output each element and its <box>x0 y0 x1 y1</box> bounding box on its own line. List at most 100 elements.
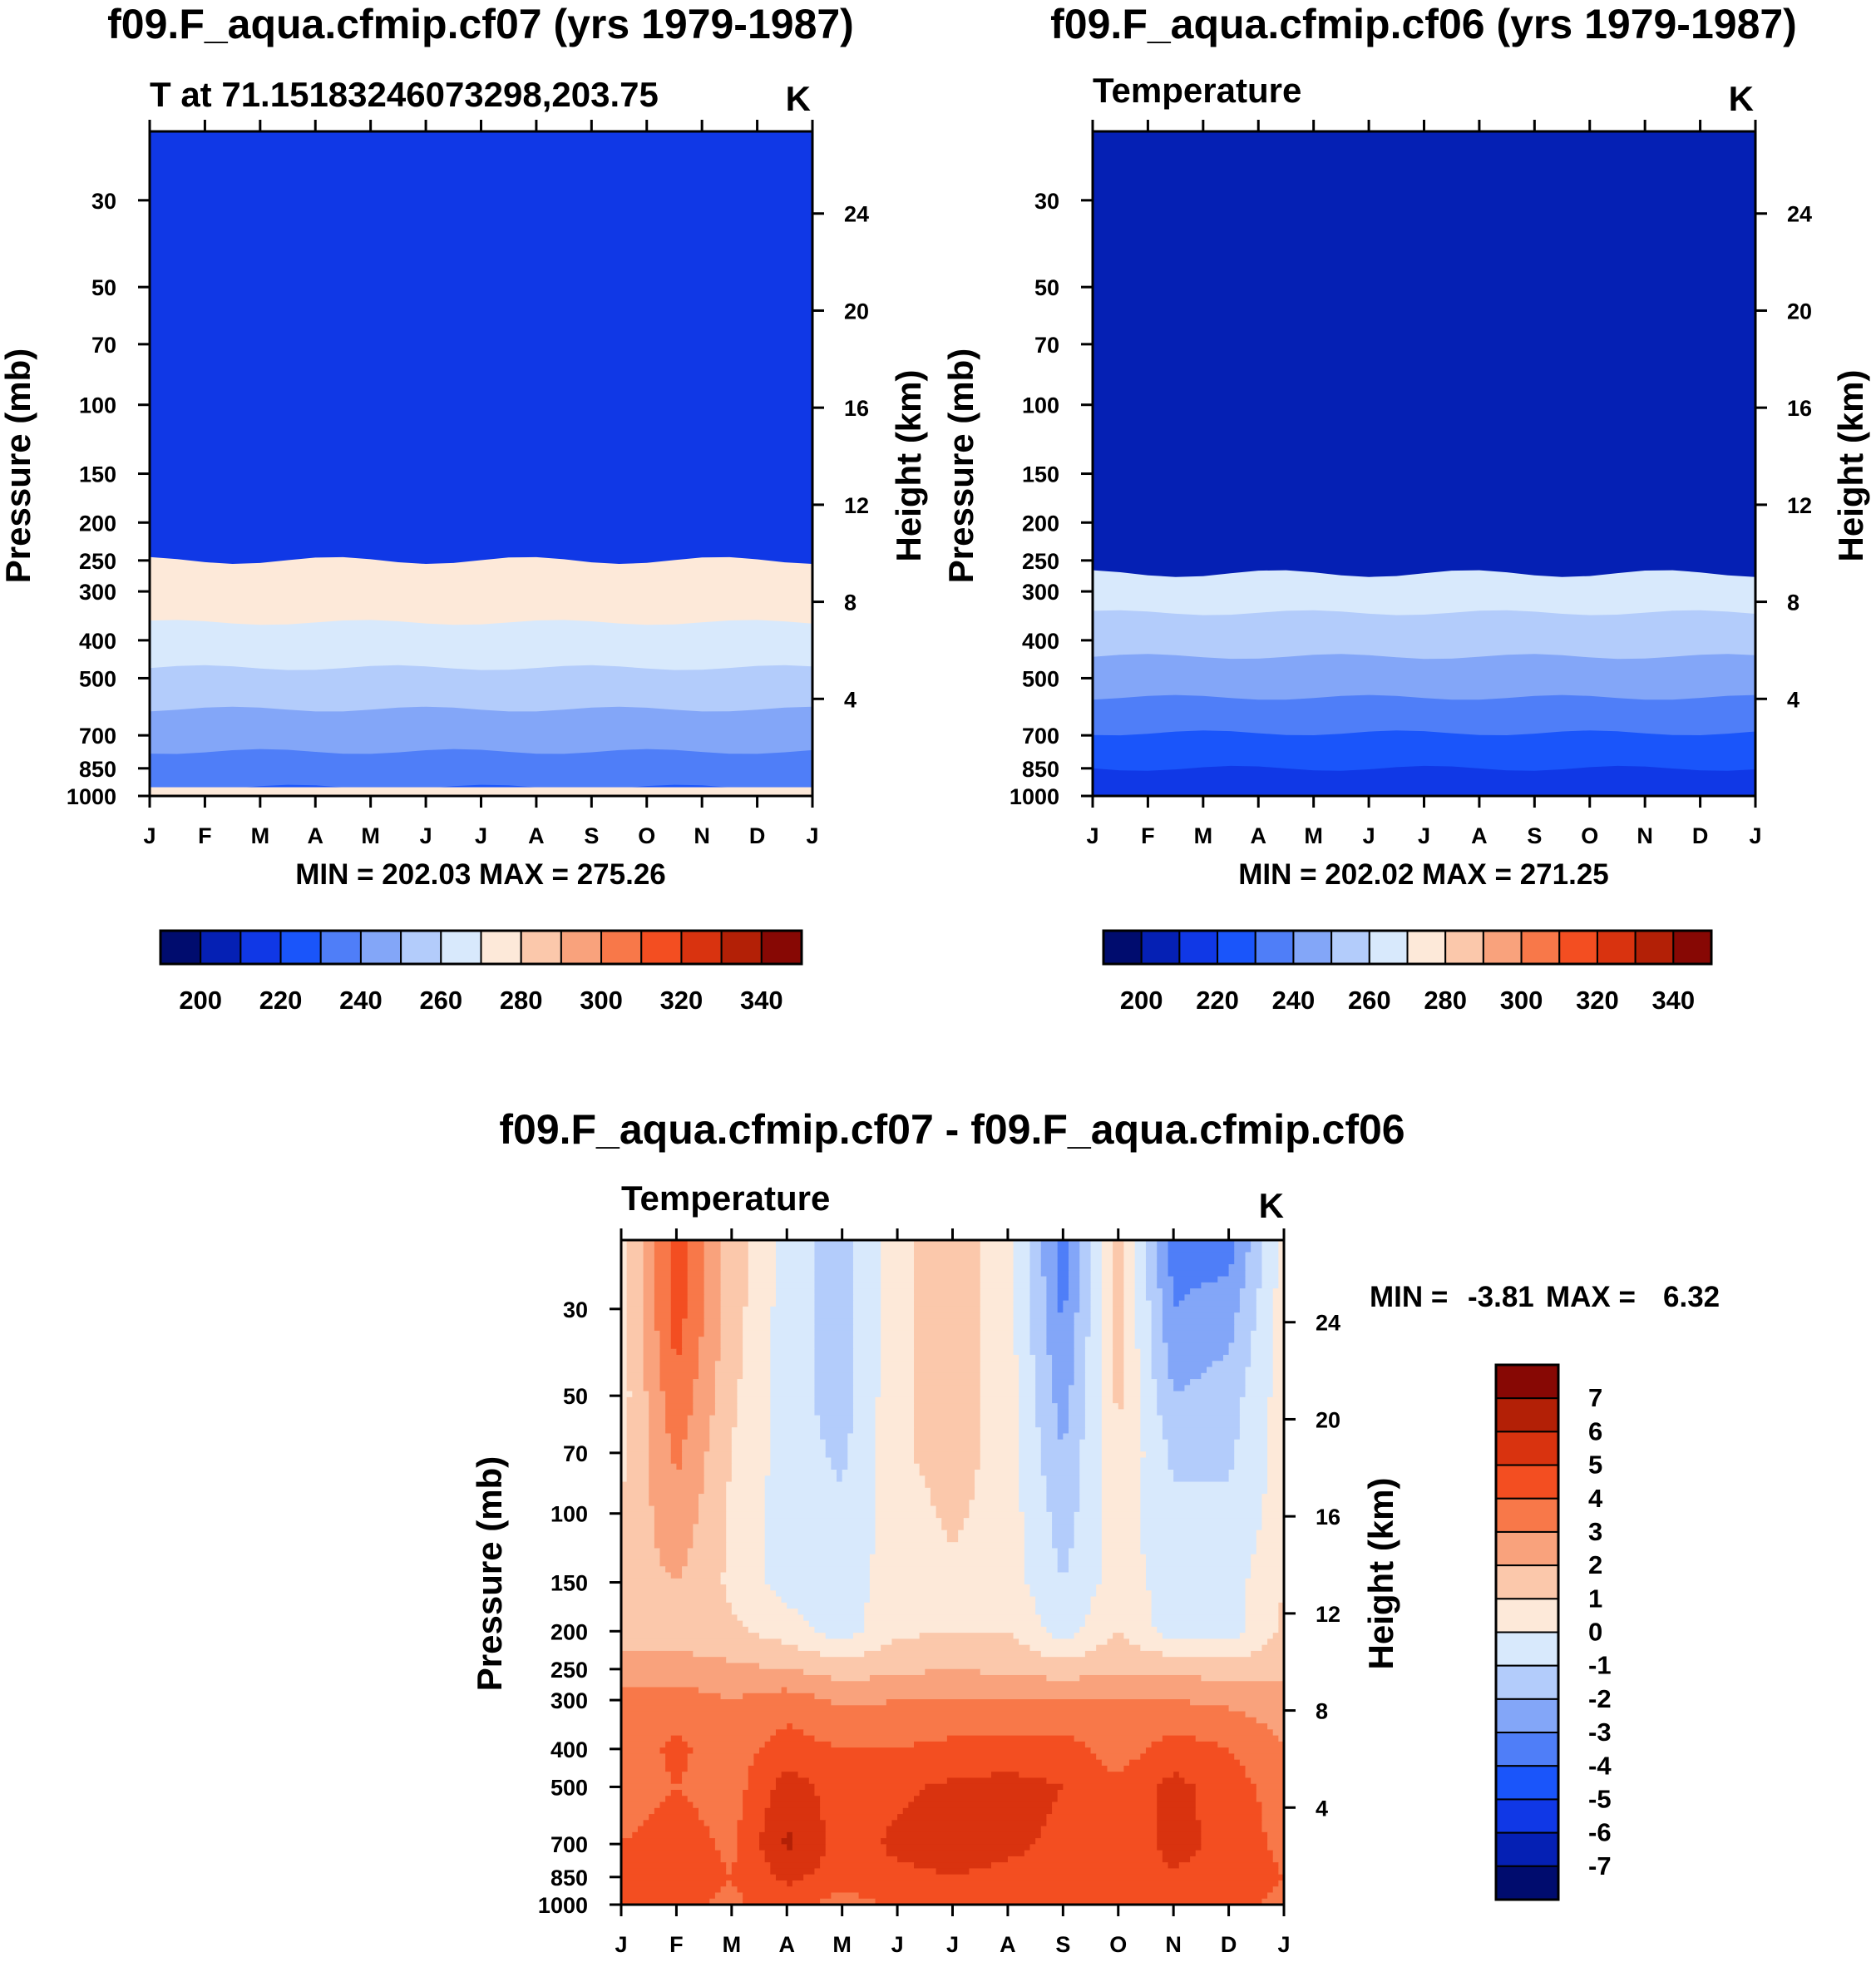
contour-cell <box>1046 1348 1075 1356</box>
contour-cell <box>1101 1258 1113 1265</box>
contour-cell <box>1145 1578 1247 1585</box>
contour-cell <box>825 1451 848 1459</box>
y-tick-label: 100 <box>550 1502 588 1527</box>
contour-cell <box>1123 1240 1136 1247</box>
contour-cell <box>1278 1735 1285 1742</box>
contour-cell <box>737 1409 771 1416</box>
contour-cell <box>726 1487 766 1495</box>
colorbar-label: 200 <box>1120 986 1163 1015</box>
contour-cell <box>936 1868 970 1876</box>
colorbar-box <box>1178 930 1219 965</box>
contour-cell <box>1068 1294 1080 1302</box>
contour-cell <box>626 1282 644 1289</box>
contour-cell <box>1278 1609 1285 1615</box>
colorbar-label: 220 <box>259 986 303 1015</box>
contour-cell <box>621 1820 644 1827</box>
colorbar-label: 2 <box>1588 1550 1602 1579</box>
contour-cell <box>693 1530 727 1537</box>
contour-cell <box>659 1372 699 1380</box>
y-tick-label: 30 <box>91 189 116 214</box>
contour-cell <box>649 1415 666 1422</box>
contour-cell <box>1029 1240 1042 1247</box>
contour-cell <box>726 1868 733 1876</box>
contour-cell <box>1101 1433 1141 1441</box>
contour-cell <box>764 1494 876 1500</box>
contour-cell <box>881 1391 915 1398</box>
contour-cell <box>881 1318 915 1326</box>
contour-cell <box>1079 1306 1092 1313</box>
contour-cell <box>1024 1548 1059 1555</box>
contour-cell <box>731 1433 771 1441</box>
contour-cell <box>1261 1252 1279 1259</box>
contour-cell <box>649 1451 672 1459</box>
contour-cell <box>1278 1258 1285 1265</box>
contour-cell <box>1123 1379 1141 1386</box>
contour-cell <box>1029 1294 1048 1302</box>
contour-cell <box>1234 1240 1251 1247</box>
contour-cell <box>670 1789 683 1796</box>
contour-cell <box>1234 1318 1257 1326</box>
contour-cell <box>852 1318 881 1326</box>
colorbar-box <box>1520 930 1561 965</box>
contour-cell <box>1113 1342 1124 1350</box>
contour-cell <box>1272 1337 1285 1344</box>
contour-cell <box>946 1530 959 1537</box>
contour-cell <box>1162 1415 1241 1422</box>
contour-cell <box>1245 1385 1274 1392</box>
contour-cell <box>1140 1511 1263 1519</box>
contour-cell <box>1245 1772 1285 1779</box>
contour-cell <box>1029 1584 1097 1591</box>
x-tick-label: O <box>1109 1932 1127 1957</box>
contour-cell <box>1046 1288 1059 1295</box>
contour-cell <box>1101 1403 1119 1410</box>
contour-cell <box>1079 1451 1103 1459</box>
contour-cell <box>654 1270 672 1278</box>
contour-cell <box>1251 1572 1285 1579</box>
contour-cell <box>626 1415 649 1422</box>
contour-cell <box>1157 1282 1174 1289</box>
contour-cell <box>670 1312 689 1320</box>
contour-cell <box>626 1300 644 1307</box>
contour-cell <box>1151 1300 1163 1307</box>
contour-cell <box>621 1355 628 1362</box>
colorbar-label: -4 <box>1588 1751 1612 1780</box>
contour-cell <box>914 1372 981 1380</box>
contour-cell <box>980 1330 1015 1337</box>
contour-cell <box>720 1282 749 1289</box>
panel-cf06-unit: K <box>1729 79 1754 118</box>
contour-cell <box>1040 1831 1158 1839</box>
contour-cell <box>1057 1276 1069 1283</box>
contour-cell <box>1157 1252 1169 1259</box>
contour-cell <box>1068 1421 1086 1428</box>
contour-cell <box>1068 1566 1103 1574</box>
contour-cell <box>720 1355 743 1362</box>
contour-cell <box>720 1270 749 1278</box>
contour-cell <box>1079 1463 1103 1470</box>
colorbar-box <box>1596 930 1637 965</box>
contour-cell <box>875 1439 915 1446</box>
contour-cell <box>1084 1427 1103 1435</box>
contour-cell <box>886 1699 1191 1706</box>
contour-cell <box>1118 1403 1124 1410</box>
contour-cell <box>1134 1324 1153 1332</box>
contour-cell <box>1251 1355 1274 1362</box>
contour-cell <box>781 1772 799 1779</box>
contour-cell <box>1123 1324 1136 1332</box>
contour-cell <box>621 1856 722 1863</box>
contour-cell <box>980 1385 1019 1392</box>
contour-cell <box>737 1838 760 1845</box>
contour-cell <box>1157 1783 1197 1791</box>
contour-cell <box>1101 1439 1141 1446</box>
contour-cell <box>1157 1626 1247 1633</box>
contour-cell <box>626 1264 644 1271</box>
contour-cell <box>881 1264 915 1271</box>
contour-cell <box>1278 1282 1285 1289</box>
y2-tick-label: 16 <box>1316 1505 1340 1530</box>
contour-cell <box>1090 1294 1103 1302</box>
contour-cell <box>881 1644 1031 1652</box>
contour-cell <box>852 1294 881 1302</box>
contour-cell <box>770 1306 816 1313</box>
contour-cell <box>1096 1584 1147 1591</box>
contour-cell <box>626 1433 649 1441</box>
contour-cell <box>1222 1355 1251 1362</box>
